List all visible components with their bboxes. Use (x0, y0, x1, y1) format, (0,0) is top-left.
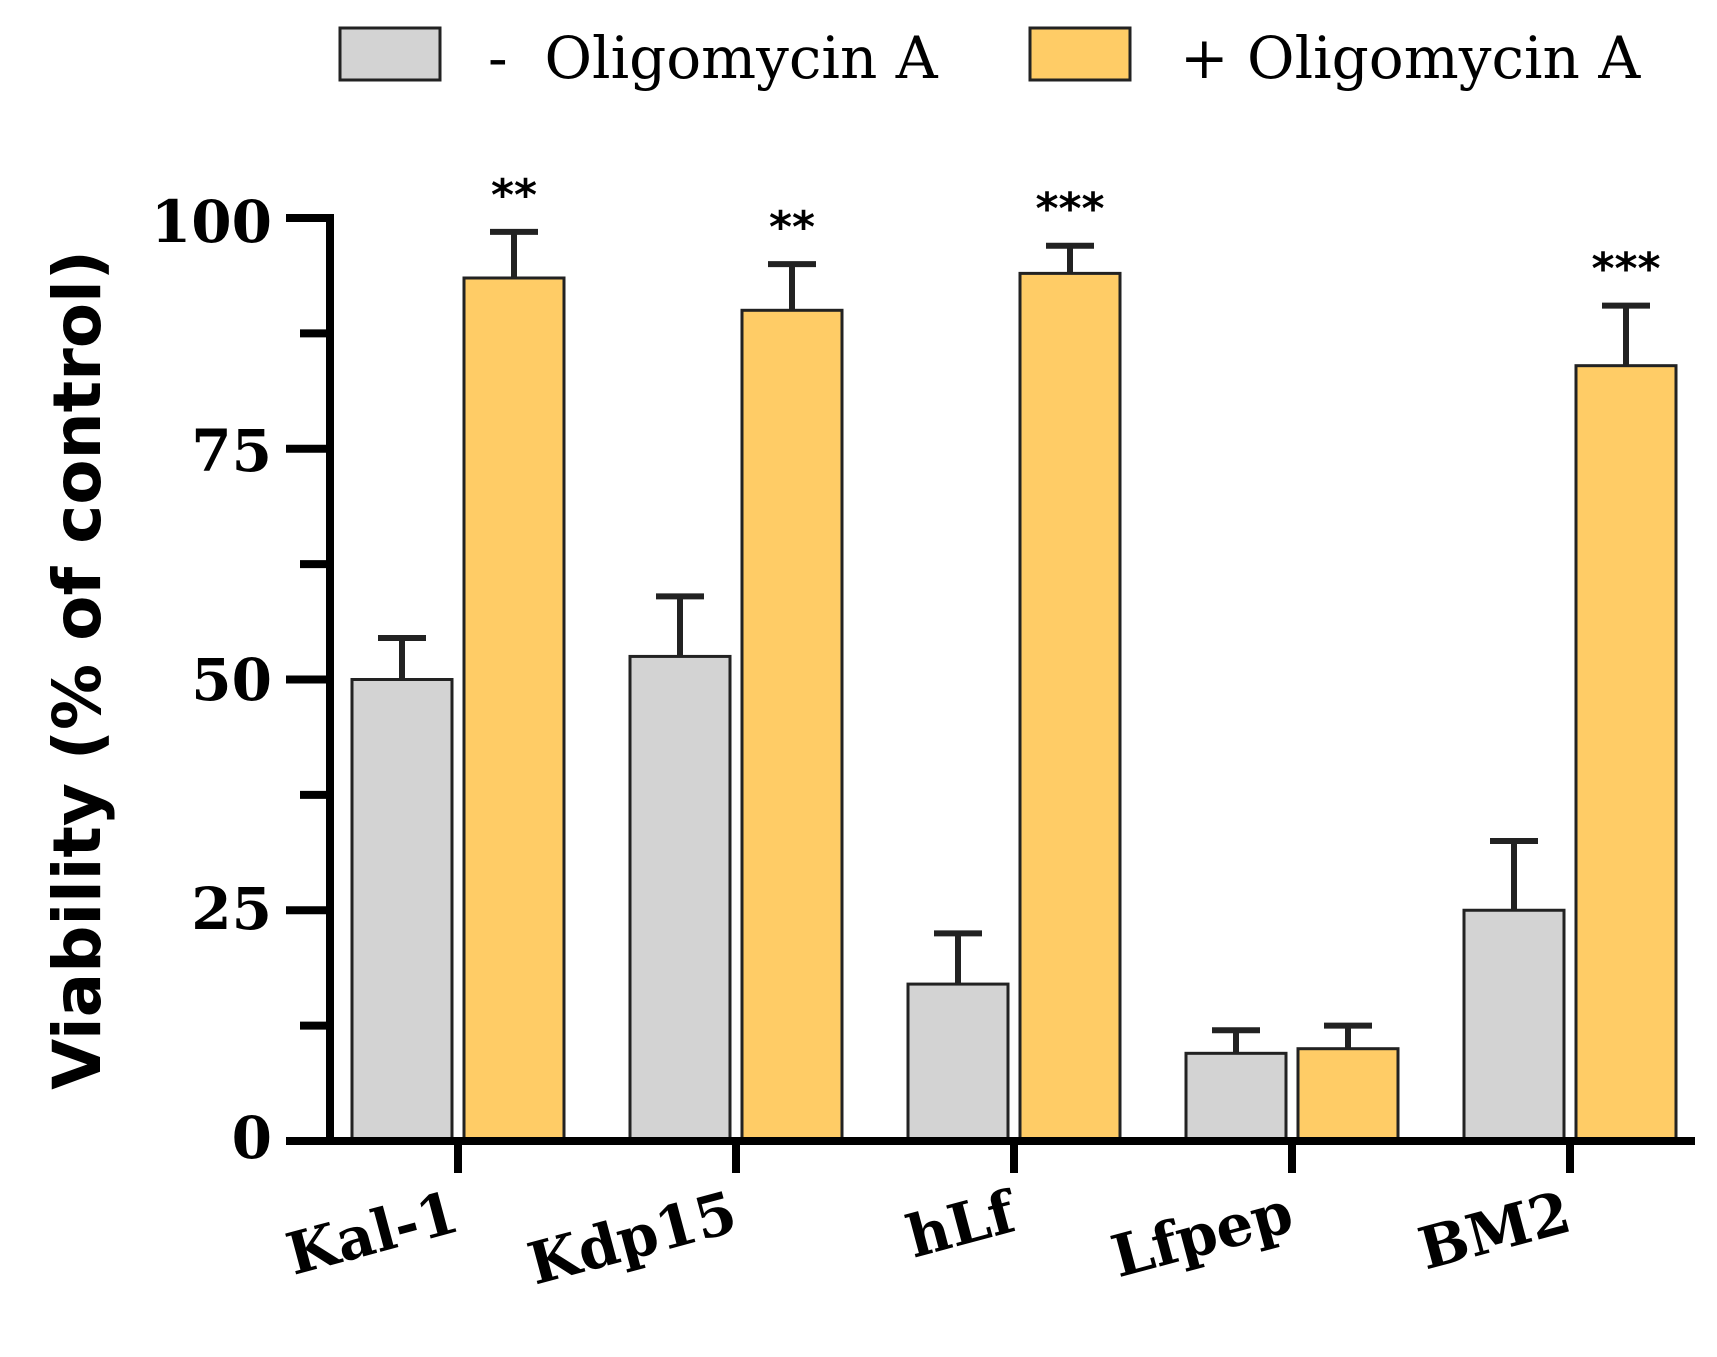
bar-lfpep-plus-oligomycin (1296, 1047, 1400, 1143)
legend-label-plus-oligomycin: + Oligomycin A (1180, 24, 1641, 92)
bar-kal-1-plus-oligomycin (462, 276, 566, 1143)
x-category-label-kal-1: Kal-1 (280, 1178, 466, 1289)
significance-marker-kdp15: ** (769, 202, 815, 253)
y-tick-label-25: 25 (191, 875, 272, 943)
y-tick-label-50: 50 (191, 646, 272, 714)
legend-swatch-minus-oligomycin (338, 26, 442, 82)
bar-kal-1-minus-oligomycin (350, 678, 454, 1143)
significance-markers: ** ** *** *** (491, 170, 1661, 295)
bar-kdp15-plus-oligomycin (740, 308, 844, 1143)
significance-marker-hlf: *** (1035, 184, 1104, 235)
significance-marker-bm2: *** (1591, 244, 1660, 295)
bar-kdp15-minus-oligomycin (628, 654, 732, 1143)
axes (286, 214, 1695, 1173)
legend-item-minus-oligomycin: - Oligomycin A (338, 24, 939, 92)
bar-bm2-plus-oligomycin (1574, 364, 1678, 1143)
y-tick-label-100: 100 (151, 188, 272, 256)
legend: - Oligomycin A + Oligomycin A (338, 24, 1641, 92)
x-category-label-bm2: BM2 (1412, 1178, 1578, 1283)
x-category-label-lfpep: Lfpep (1105, 1178, 1300, 1291)
significance-marker-kal-1: ** (491, 170, 537, 221)
bars (350, 271, 1678, 1143)
bar-lfpep-minus-oligomycin (1184, 1051, 1288, 1143)
legend-item-plus-oligomycin: + Oligomycin A (1028, 24, 1641, 92)
legend-swatch-plus-oligomycin (1028, 26, 1132, 82)
bar-hlf-minus-oligomycin (906, 982, 1010, 1143)
y-tick-label-75: 75 (191, 417, 272, 485)
y-axis-title: Viability (% of control) (39, 250, 116, 1090)
legend-label-minus-oligomycin: - Oligomycin A (488, 24, 939, 92)
y-tick-label-0: 0 (232, 1104, 272, 1172)
error-bars (378, 228, 1650, 1054)
bar-hlf-plus-oligomycin (1018, 271, 1122, 1143)
x-category-label-hlf: hLf (900, 1177, 1026, 1272)
bar-bm2-minus-oligomycin (1462, 908, 1566, 1143)
x-category-label-kdp15: Kdp15 (521, 1178, 744, 1299)
x-category-labels: Kal-1 Kdp15 hLf Lfpep BM2 (280, 1177, 1578, 1299)
y-tick-labels: 0 25 50 75 100 (151, 188, 272, 1172)
